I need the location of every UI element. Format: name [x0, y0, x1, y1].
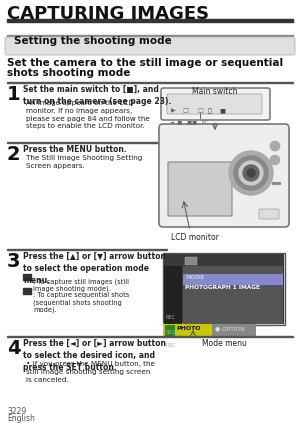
- Text: 2: 2: [7, 145, 21, 164]
- Text: Set the camera to the still image or sequential: Set the camera to the still image or seq…: [7, 58, 283, 68]
- Text: 3229: 3229: [7, 407, 26, 416]
- Bar: [23, 288, 31, 294]
- Text: REC

SEQ

DSC: REC SEQ DSC: [166, 315, 176, 348]
- FancyBboxPatch shape: [212, 323, 256, 337]
- Bar: [7, 249, 167, 250]
- Text: 4: 4: [7, 339, 21, 358]
- Text: image shooting mode).: image shooting mode).: [33, 285, 111, 291]
- Text: Press the MENU button.: Press the MENU button.: [23, 145, 127, 154]
- Text: LCD monitor: LCD monitor: [171, 233, 219, 242]
- Text: MODE: MODE: [185, 275, 204, 280]
- FancyBboxPatch shape: [168, 162, 232, 216]
- Bar: [183, 274, 283, 285]
- FancyBboxPatch shape: [167, 94, 262, 114]
- Circle shape: [247, 169, 255, 177]
- Bar: [7, 82, 293, 83]
- Text: Main switch: Main switch: [192, 87, 238, 96]
- Text: PHOTO: PHOTO: [176, 326, 200, 331]
- Text: CAPTURING IMAGES: CAPTURING IMAGES: [7, 5, 209, 23]
- FancyBboxPatch shape: [161, 88, 270, 120]
- Text: The Still Image Shooting Setting
Screen appears.: The Still Image Shooting Setting Screen …: [26, 155, 142, 169]
- Bar: [164, 254, 284, 324]
- Text: English: English: [7, 414, 35, 423]
- Text: (sequential shots shooting: (sequential shots shooting: [33, 299, 122, 305]
- Text: ■: ■: [219, 108, 225, 113]
- Text: Press the [▲] or [▼] arrow button
to select the operation mode
menu.: Press the [▲] or [▼] arrow button to sel…: [23, 252, 166, 285]
- Bar: [7, 35, 293, 36]
- Text: ▶: ▶: [171, 108, 176, 113]
- Text: : : [208, 108, 212, 114]
- FancyBboxPatch shape: [159, 124, 289, 227]
- Text: : To capture sequential shots: : To capture sequential shots: [33, 292, 129, 298]
- Circle shape: [270, 155, 280, 165]
- FancyBboxPatch shape: [5, 37, 295, 55]
- Text: Setting the shooting mode: Setting the shooting mode: [14, 36, 172, 46]
- Bar: [7, 142, 167, 143]
- Text: An image appears on the LCD
monitor. If no image appears,
please see page 84 and: An image appears on the LCD monitor. If …: [26, 100, 150, 129]
- Text: Set the main switch to [■], and
turn on the camera (see page 23).: Set the main switch to [■], and turn on …: [23, 85, 171, 106]
- Text: 12: 12: [275, 326, 283, 331]
- Bar: [7, 336, 293, 337]
- Text: shots shooting mode: shots shooting mode: [7, 68, 130, 78]
- Bar: [185, 257, 197, 265]
- Text: : To capture still images (still: : To capture still images (still: [33, 278, 129, 285]
- Circle shape: [234, 156, 268, 190]
- Text: PHOTOGRAPH 1 IMAGE: PHOTOGRAPH 1 IMAGE: [185, 285, 260, 290]
- Circle shape: [229, 151, 273, 195]
- Text: Press the [◄] or [►] arrow button
to select the desired icon, and
press the SET : Press the [◄] or [►] arrow button to sel…: [23, 339, 166, 371]
- Text: 3: 3: [7, 252, 20, 271]
- Circle shape: [243, 165, 259, 181]
- Text: □: □: [197, 108, 203, 113]
- Text: ● OPTION: ● OPTION: [215, 326, 244, 331]
- Circle shape: [239, 161, 263, 185]
- Text: Mode menu: Mode menu: [202, 339, 246, 348]
- Bar: [165, 325, 175, 336]
- Bar: [163, 253, 285, 325]
- Bar: [183, 266, 283, 324]
- Bar: [7, 19, 293, 22]
- Text: mode).: mode).: [33, 306, 57, 313]
- Text: □: □: [182, 108, 188, 113]
- Text: ◄  ■   ■■   PC: ◄ ■ ■■ PC: [170, 119, 209, 124]
- Text: • If you press the MENU button, the
still image shooting setting screen
is cance: • If you press the MENU button, the stil…: [26, 361, 155, 382]
- Bar: [23, 274, 31, 280]
- Bar: [164, 266, 182, 324]
- Circle shape: [270, 141, 280, 151]
- FancyBboxPatch shape: [163, 323, 213, 337]
- FancyBboxPatch shape: [259, 209, 279, 219]
- Text: 1: 1: [7, 85, 21, 104]
